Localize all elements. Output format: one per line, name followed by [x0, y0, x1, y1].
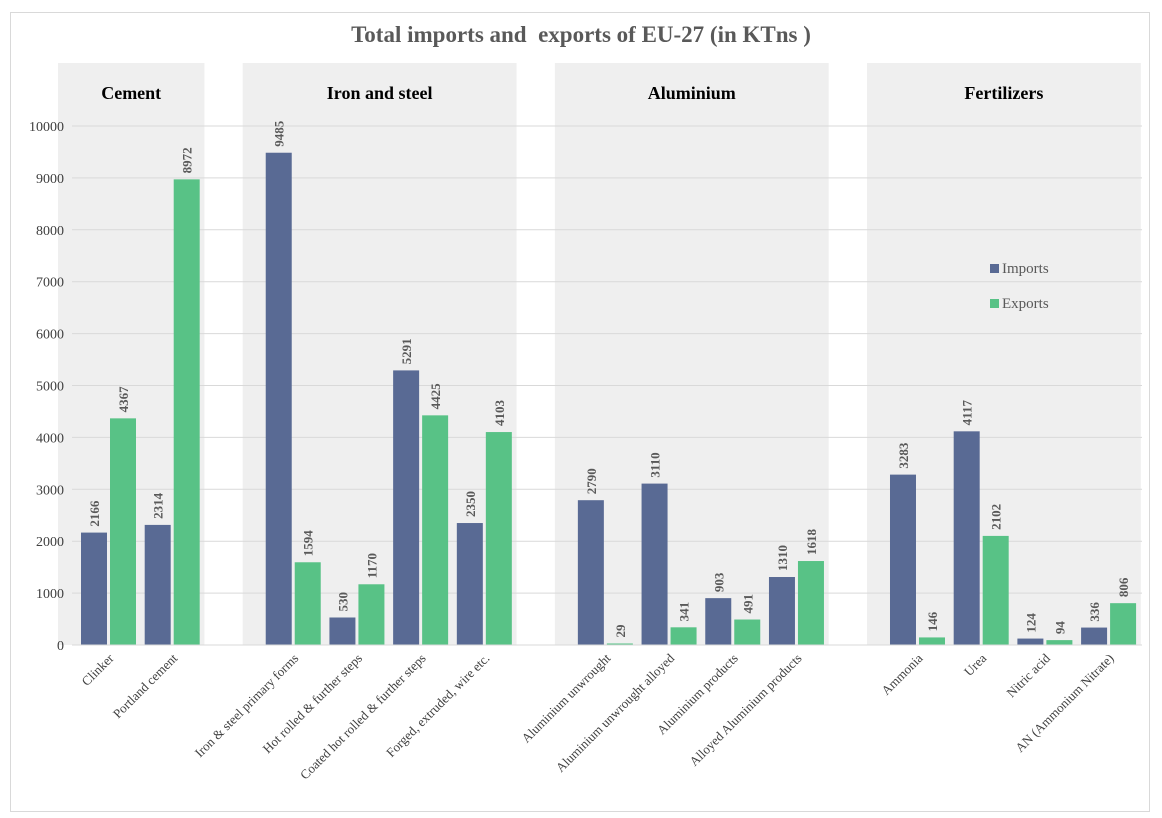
data-label-imports-urea: 4117: [960, 400, 975, 426]
bar-exports-aluminium-products: [734, 619, 761, 645]
y-tick-label-8000: 8000: [36, 224, 64, 239]
bar-imports-aluminium-unwrought: [577, 500, 604, 645]
y-tick-label-6000: 6000: [36, 328, 64, 343]
legend-swatch-imports: [990, 264, 999, 273]
data-label-exports-portland-cement: 8972: [180, 147, 195, 173]
bar-exports-clinker: [110, 418, 136, 645]
bar-imports-nitric-acid: [1017, 638, 1044, 645]
bar-exports-forged-extruded-wire-etc: [485, 432, 512, 645]
bar-imports-aluminium-products: [705, 598, 732, 645]
x-tick-label-aluminium-unwrought-alloyed: Aluminium unwrought alloyed: [553, 650, 678, 775]
data-label-exports-iron-steel-primary-forms: 1594: [301, 530, 316, 557]
data-label-exports-nitric-acid: 94: [1052, 621, 1067, 635]
group-label-iron-and-steel: Iron and steel: [327, 83, 433, 103]
x-tick-label-iron-steel-primary-forms: Iron & steel primary forms: [192, 651, 302, 761]
bar-exports-alloyed-aluminium-products: [797, 561, 824, 645]
data-label-exports-aluminium-unwrought: 29: [613, 624, 628, 638]
data-label-imports-iron-steel-primary-forms: 9485: [272, 120, 287, 147]
bar-imports-urea: [953, 431, 980, 645]
y-tick-label-10000: 10000: [29, 120, 64, 135]
bar-imports-coated-hot-rolled-further-steps: [393, 370, 420, 645]
bar-imports-ammonia: [889, 474, 916, 645]
data-label-exports-coated-hot-rolled-further-steps: 4425: [428, 383, 443, 410]
data-label-imports-coated-hot-rolled-further-steps: 5291: [399, 338, 414, 364]
chart-title: Total imports and exports of EU-27 (in K…: [351, 22, 811, 47]
bar-imports-an-ammonium-nitrate: [1081, 627, 1108, 645]
bar-exports-aluminium-unwrought: [606, 643, 633, 645]
x-tick-label-alloyed-aluminium-products: Alloyed Aluminium products: [686, 651, 804, 769]
data-label-exports-aluminium-products: 491: [740, 594, 755, 614]
data-label-imports-aluminium-unwrought: 2790: [584, 468, 599, 494]
x-tick-label-portland-cement: Portland cement: [110, 650, 181, 721]
y-tick-label-9000: 9000: [36, 172, 64, 187]
x-tick-label-urea: Urea: [961, 650, 990, 679]
y-tick-label-3000: 3000: [36, 483, 64, 498]
data-label-exports-hot-rolled-further-steps: 1170: [364, 553, 379, 578]
bar-exports-hot-rolled-further-steps: [358, 584, 385, 645]
data-label-exports-aluminium-unwrought-alloyed: 341: [677, 602, 692, 622]
y-tick-label-7000: 7000: [36, 276, 64, 291]
data-label-imports-ammonia: 3283: [896, 442, 911, 469]
data-label-imports-clinker: 2166: [87, 500, 102, 527]
x-tick-label-ammonia: Ammonia: [878, 650, 926, 698]
legend-label-exports: Exports: [1002, 296, 1049, 312]
data-label-imports-an-ammonium-nitrate: 336: [1087, 602, 1102, 622]
data-label-exports-clinker: 4367: [116, 386, 131, 413]
bar-imports-iron-steel-primary-forms: [265, 152, 292, 645]
x-tick-label-forged-extruded-wire-etc: Forged, extruded, wire etc.: [383, 651, 492, 760]
bar-exports-nitric-acid: [1046, 640, 1073, 645]
data-label-imports-alloyed-aluminium-products: 1310: [775, 545, 790, 571]
data-label-imports-hot-rolled-further-steps: 530: [335, 592, 350, 612]
data-label-imports-aluminium-products: 903: [711, 572, 726, 592]
bar-imports-alloyed-aluminium-products: [768, 577, 795, 645]
x-tick-label-nitric-acid: Nitric acid: [1003, 650, 1053, 700]
y-tick-label-4000: 4000: [36, 431, 64, 446]
data-label-exports-urea: 2102: [989, 504, 1004, 530]
x-tick-label-coated-hot-rolled-further-steps: Coated hot rolled & further steps: [297, 651, 429, 783]
y-tick-label-1000: 1000: [36, 587, 64, 602]
bar-imports-clinker: [81, 532, 107, 645]
bar-imports-hot-rolled-further-steps: [329, 617, 356, 645]
legend-label-imports: Imports: [1002, 261, 1049, 277]
legend-swatch-exports: [990, 299, 999, 308]
data-label-imports-aluminium-unwrought-alloyed: 3110: [648, 452, 663, 477]
bar-exports-ammonia: [918, 637, 945, 645]
bar-imports-portland-cement: [144, 524, 171, 645]
data-label-exports-forged-extruded-wire-etc: 4103: [492, 400, 507, 426]
data-label-exports-ammonia: 146: [925, 611, 940, 631]
group-label-aluminium: Aluminium: [648, 83, 736, 103]
data-label-imports-nitric-acid: 124: [1023, 613, 1038, 633]
bar-exports-iron-steel-primary-forms: [294, 562, 321, 645]
bar-imports-forged-extruded-wire-etc: [456, 523, 483, 645]
group-label-cement: Cement: [101, 83, 161, 103]
bar-exports-portland-cement: [173, 179, 200, 645]
bar-exports-aluminium-unwrought-alloyed: [670, 627, 697, 645]
data-label-imports-forged-extruded-wire-etc: 2350: [463, 491, 478, 517]
data-label-imports-portland-cement: 2314: [151, 492, 166, 519]
bar-exports-coated-hot-rolled-further-steps: [422, 415, 449, 645]
group-label-fertilizers: Fertilizers: [964, 83, 1043, 103]
y-tick-label-2000: 2000: [36, 535, 64, 550]
x-tick-label-clinker: Clinker: [78, 650, 117, 689]
data-label-exports-an-ammonium-nitrate: 806: [1116, 577, 1131, 597]
bar-exports-an-ammonium-nitrate: [1110, 603, 1137, 645]
bar-exports-urea: [982, 535, 1009, 645]
y-tick-label-5000: 5000: [36, 380, 64, 395]
data-label-exports-alloyed-aluminium-products: 1618: [804, 529, 819, 556]
bar-imports-aluminium-unwrought-alloyed: [641, 483, 668, 645]
y-tick-label-0: 0: [57, 639, 64, 654]
